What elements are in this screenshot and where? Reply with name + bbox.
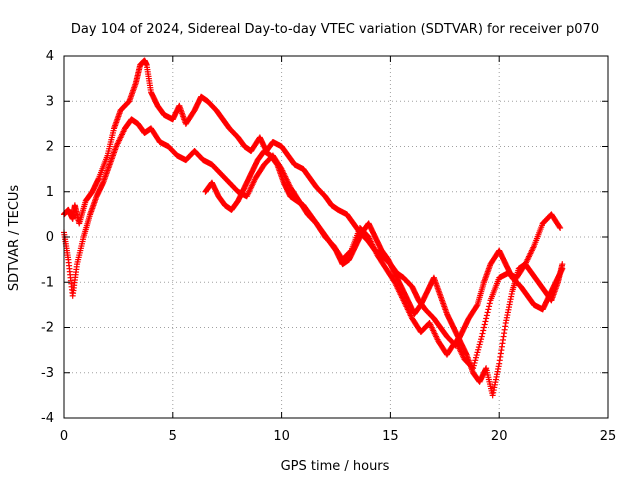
y-tick-label: 2 (46, 140, 54, 155)
data-point-interp (480, 327, 487, 334)
data-point-interp (473, 352, 480, 359)
grid-lines (64, 56, 608, 418)
data-point (557, 224, 564, 231)
data-point-interp (486, 303, 493, 310)
data-point-interp (472, 354, 479, 361)
x-axis-label: GPS time / hours (281, 459, 390, 474)
data-point-interp (481, 321, 488, 328)
x-tick-label: 25 (600, 429, 617, 444)
data-point-interp (471, 359, 478, 366)
data-point-interp (483, 312, 490, 319)
y-tick-label: 4 (46, 49, 54, 64)
data-point-interp (482, 318, 489, 325)
x-tick-label: 15 (382, 429, 399, 444)
data-point-interp (480, 324, 487, 331)
data-point-interp (474, 349, 481, 356)
chart-title: Day 104 of 2024, Sidereal Day-to-day VTE… (71, 22, 599, 37)
y-axis-label: SDTVAR / TECUs (7, 185, 22, 292)
y-tick-label: 3 (46, 94, 54, 109)
y-tick-label: -3 (41, 366, 54, 381)
y-tick-label: -1 (41, 275, 54, 290)
data-point-interp (486, 300, 493, 307)
data-point-interp (483, 315, 490, 322)
data-point-interp (478, 336, 485, 343)
data-point-interp (485, 306, 492, 313)
axis-ticks: 0 5 10 15 20 25 -4 -3 -2 -1 0 1 2 3 4 (41, 49, 616, 444)
x-tick-label: 10 (273, 429, 290, 444)
data-point-interp (473, 303, 480, 310)
data-point-interp (476, 341, 483, 348)
data-marks (61, 57, 566, 399)
data-point-interp (475, 344, 482, 351)
data-point (559, 261, 566, 268)
y-tick-label: 1 (46, 185, 54, 200)
y-tick-label: -2 (41, 321, 54, 336)
data-point-interp (475, 346, 482, 353)
data-point-interp (556, 223, 563, 230)
data-point-interp (479, 330, 486, 337)
y-tick-label: 0 (46, 230, 54, 245)
data-point-interp (484, 309, 491, 316)
data-point (478, 333, 485, 340)
x-tick-label: 20 (491, 429, 508, 444)
x-tick-label: 0 (60, 429, 68, 444)
data-point-interp (472, 357, 479, 364)
x-tick-label: 5 (169, 429, 177, 444)
y-tick-label: -4 (41, 411, 54, 426)
data-point-interp (477, 338, 484, 345)
